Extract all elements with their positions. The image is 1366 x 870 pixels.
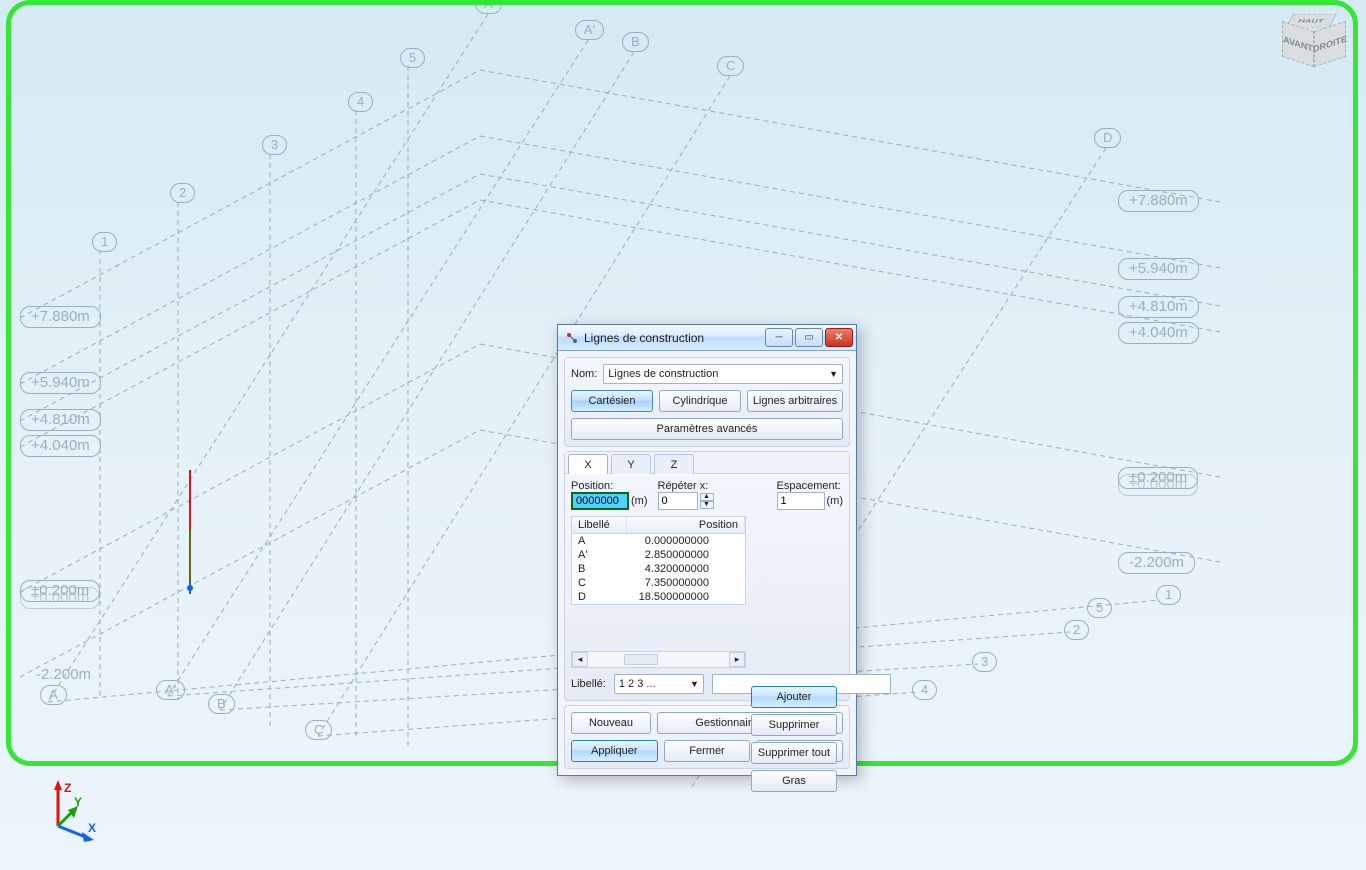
table-row[interactable]: B4.320000000 [572,562,745,576]
grid-top-1: 2 [170,183,195,203]
arbitrary-lines-button[interactable]: Lignes arbitraires [747,390,843,412]
elev-left-5: -2.200m [26,665,101,687]
construction-lines-dialog: Lignes de construction ─ ▭ ✕ Nom: Lignes… [557,324,857,776]
grid-top-6: A' [575,20,604,40]
cartesian-button[interactable]: Cartésien [571,390,653,412]
svg-text:X: X [88,821,96,835]
cell-position: 4.320000000 [627,563,739,575]
grid-right-0: 1 [1156,585,1181,605]
scroll-right-icon[interactable]: ▸ [729,652,745,667]
close-button[interactable]: ✕ [825,328,853,347]
libelle-label: Libellé: [571,678,606,690]
origin-marker [182,470,202,600]
grid-right-3: 4 [912,680,937,700]
repeat-label: Répéter x: [658,480,714,492]
grid-top-3: 4 [348,92,373,112]
cell-position: 7.350000000 [627,577,739,589]
apply-button[interactable]: Appliquer [571,740,658,762]
bold-button[interactable]: Gras [751,770,837,792]
repeat-input[interactable] [658,492,698,510]
position-label: Position: [571,480,648,492]
elev-left-3: +4.040m [20,435,101,457]
elev-left-0: +7.880m [20,306,101,328]
delete-button[interactable]: Supprimer [751,714,837,736]
name-select-value: Lignes de construction [608,368,718,380]
new-button[interactable]: Nouveau [571,712,651,734]
elev-right-3: +4.040m [1118,322,1199,344]
cell-label: A [578,535,627,547]
elev-left-2: +4.810m [20,409,101,431]
grid-right-1: 2 [1064,620,1089,640]
close-dialog-button[interactable]: Fermer [664,740,751,762]
chevron-down-icon: ▼ [829,369,838,379]
grid-top-8: C [717,56,744,76]
cell-label: B [578,563,627,575]
grid-bottom-1: A' [156,680,185,700]
elev-right-5: -2.200m [1118,552,1195,574]
axis-gizmo: Z X Y [28,778,98,848]
scroll-left-icon[interactable]: ◂ [572,652,588,667]
grid-top-9: D [1094,128,1121,148]
grid-right-2: 3 [972,652,997,672]
dialog-title: Lignes de construction [584,331,763,345]
elev-right-2: +4.810m [1118,296,1199,318]
elev-right-0: +7.880m [1118,190,1199,212]
spacing-input[interactable] [777,492,825,510]
cell-position: 2.850000000 [627,549,739,561]
table-row[interactable]: D18.500000000 [572,590,745,604]
grid-top-7: B [622,32,649,52]
cylindrical-button[interactable]: Cylindrique [659,390,741,412]
grid-top-2: 3 [262,135,287,155]
add-button[interactable]: Ajouter [751,686,837,708]
libelle-select[interactable]: 1 2 3 ... ▼ [614,674,704,694]
advanced-params-button[interactable]: Paramètres avancés [571,418,843,440]
elev-right-4b: ±0.000m [1118,474,1198,496]
table-row[interactable]: A0.000000000 [572,534,745,548]
spacing-label: Espacement: [777,480,844,492]
svg-text:Y: Y [74,795,82,809]
maximize-button[interactable]: ▭ [795,328,823,347]
cell-position: 0.000000000 [627,535,739,547]
cell-label: D [578,591,627,603]
view-cube[interactable]: HAUT AVANT DROITE [1276,6,1346,76]
elev-left-1: +5.940m [20,372,101,394]
name-select[interactable]: Lignes de construction ▼ [603,364,843,384]
delete-all-button[interactable]: Supprimer tout [751,742,837,764]
spacing-unit: (m) [827,495,844,507]
dialog-titlebar[interactable]: Lignes de construction ─ ▭ ✕ [558,325,856,351]
elev-right-1: +5.940m [1118,258,1199,280]
cell-position: 18.500000000 [627,591,739,603]
repeat-spinner[interactable]: ▲▼ [700,493,714,509]
tab-y[interactable]: Y [611,454,651,474]
table-hscrollbar[interactable]: ◂ ▸ [571,651,746,668]
position-unit: (m) [631,495,648,507]
dialog-icon [564,330,580,346]
chevron-down-icon: ▼ [690,679,699,689]
cell-label: A' [578,549,627,561]
table-row[interactable]: A'2.850000000 [572,548,745,562]
col-position[interactable]: Position [627,517,745,533]
grid-right-4: 5 [1087,598,1112,618]
positions-table: Libellé Position A0.000000000A'2.8500000… [571,516,746,605]
table-row[interactable]: C7.350000000 [572,576,745,590]
svg-text:Z: Z [64,781,71,795]
tab-z[interactable]: Z [654,454,694,474]
grid-top-0: 1 [92,232,117,252]
position-input[interactable] [571,492,629,510]
col-label[interactable]: Libellé [572,517,627,533]
libelle-select-value: 1 2 3 ... [619,678,656,690]
grid-top-4: 5 [400,48,425,68]
name-label: Nom: [571,368,597,380]
elev-left-4b: ±0.000m [20,587,100,609]
minimize-button[interactable]: ─ [765,328,793,347]
tab-x[interactable]: X [568,454,608,474]
grid-top-5: A [475,0,502,14]
grid-bottom-3: C [305,720,332,740]
grid-bottom-0: A [40,685,67,705]
scroll-thumb[interactable] [624,654,658,665]
grid-bottom-2: B [208,694,235,714]
cell-label: C [578,577,627,589]
